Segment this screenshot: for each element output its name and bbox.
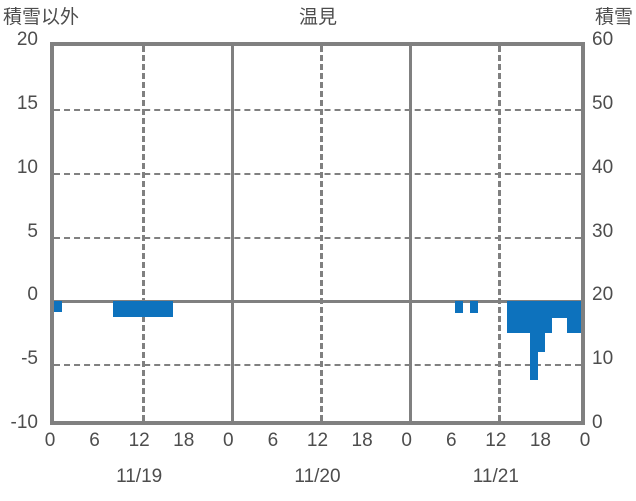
bar bbox=[559, 301, 568, 318]
grid-line-vertical bbox=[409, 46, 413, 421]
left-axis-title: 積雪以外 bbox=[3, 7, 80, 28]
bar bbox=[455, 301, 464, 313]
bar bbox=[113, 301, 122, 317]
y-axis-right-tick-label: 30 bbox=[592, 220, 614, 242]
y-axis-right-tick-label: 10 bbox=[592, 348, 614, 370]
grid-line-vertical bbox=[320, 46, 323, 421]
bar bbox=[529, 301, 538, 381]
bar bbox=[574, 301, 581, 334]
x-axis-tick-label: 0 bbox=[223, 430, 234, 451]
bar bbox=[544, 301, 553, 334]
bar bbox=[566, 301, 575, 334]
bar bbox=[150, 301, 159, 317]
y-axis-left-tick-label: 5 bbox=[27, 220, 38, 242]
x-axis-tick-label: 18 bbox=[351, 430, 373, 451]
y-axis-right-tick-label: 0 bbox=[592, 412, 603, 433]
bar bbox=[165, 301, 174, 317]
bar bbox=[158, 301, 167, 317]
grid-line-horizontal bbox=[54, 172, 581, 175]
chart-title: 温見 bbox=[298, 7, 337, 28]
bar bbox=[536, 301, 545, 353]
grid-line-vertical bbox=[498, 46, 502, 421]
y-axis-right-tick-label: 40 bbox=[592, 156, 614, 178]
y-axis-right-tick-label: 50 bbox=[592, 92, 614, 114]
grid-line-vertical bbox=[230, 46, 234, 421]
bar bbox=[522, 301, 531, 334]
x-axis-date-label: 11/19 bbox=[116, 466, 163, 487]
bar bbox=[551, 301, 560, 318]
y-axis-right-tick-label: 20 bbox=[592, 284, 614, 306]
x-axis-tick-label: 18 bbox=[529, 430, 551, 451]
bar bbox=[135, 301, 144, 317]
grid-line-horizontal bbox=[54, 236, 581, 239]
x-axis-date-label: 11/20 bbox=[294, 466, 341, 487]
x-axis-tick-label: 12 bbox=[306, 430, 329, 451]
grid-line-horizontal bbox=[54, 364, 581, 367]
grid-line-horizontal bbox=[54, 108, 581, 111]
bar bbox=[54, 301, 63, 312]
y-axis-right-tick-label: 60 bbox=[592, 29, 614, 50]
y-axis-left-tick-label: -10 bbox=[10, 412, 38, 433]
bar bbox=[128, 301, 137, 317]
x-axis-tick-label: 12 bbox=[485, 430, 507, 451]
bar bbox=[120, 301, 129, 317]
bar bbox=[507, 301, 516, 334]
x-axis-tick-label: 6 bbox=[445, 430, 457, 451]
y-axis-left-tick-label: -5 bbox=[21, 348, 38, 370]
bar bbox=[514, 301, 523, 334]
y-axis-left-tick-label: 15 bbox=[16, 92, 38, 114]
plot-area bbox=[50, 42, 585, 425]
bar bbox=[143, 301, 152, 317]
x-axis-tick-label: 18 bbox=[173, 430, 195, 451]
x-axis-date-label: 11/21 bbox=[472, 466, 519, 487]
plot-inner bbox=[54, 46, 581, 421]
bar bbox=[470, 301, 479, 313]
x-axis-tick-label: 0 bbox=[401, 430, 412, 451]
x-axis-tick-label: 0 bbox=[44, 430, 56, 451]
zero-line bbox=[54, 300, 581, 304]
y-axis-left-tick-label: 20 bbox=[16, 29, 38, 50]
y-axis-left-tick-label: 10 bbox=[16, 156, 38, 178]
x-axis-tick-label: 6 bbox=[267, 430, 279, 451]
x-axis-tick-label: 12 bbox=[128, 430, 150, 451]
x-axis-tick-label: 0 bbox=[579, 430, 591, 451]
x-axis-tick-label: 6 bbox=[89, 430, 100, 451]
grid-line-vertical bbox=[141, 46, 145, 421]
right-axis-title: 積雪 bbox=[594, 7, 633, 28]
y-axis-left-tick-label: 0 bbox=[27, 284, 38, 306]
